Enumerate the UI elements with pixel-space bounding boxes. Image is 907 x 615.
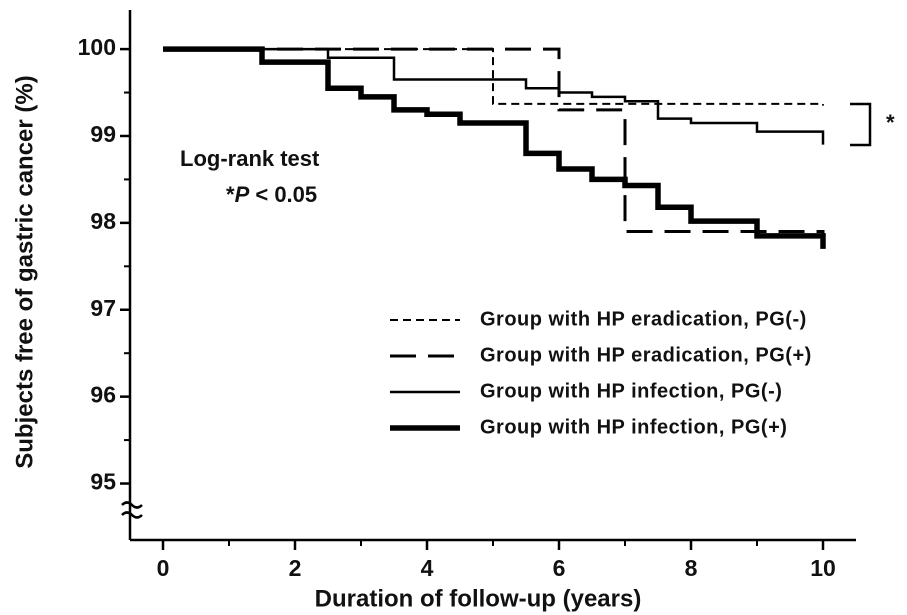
x-axis-title: Duration of follow-up (years) — [315, 585, 642, 612]
y-tick-label: 97 — [90, 295, 116, 321]
annotation: Log-rank test — [180, 146, 320, 171]
axis-break — [121, 501, 143, 519]
y-tick-label: 99 — [90, 121, 116, 147]
annotation: * — [886, 110, 895, 135]
y-tick-label: 96 — [90, 382, 116, 408]
survival-curve — [163, 48, 824, 106]
x-tick-label: 0 — [157, 555, 170, 581]
legend-label: Group with HP infection, PG(-) — [480, 380, 782, 402]
survival-curve — [163, 47, 825, 145]
legend-label: Group with HP infection, PG(+) — [480, 416, 787, 438]
x-tick-label: 8 — [685, 555, 698, 581]
x-tick-label: 2 — [289, 555, 302, 581]
annotation: *P < 0.05 — [226, 182, 317, 207]
y-tick-label: 100 — [78, 34, 116, 60]
annotation: P — [235, 182, 250, 207]
annotation: * — [226, 182, 235, 207]
significance-bracket — [850, 102, 872, 147]
y-tick-label: 95 — [90, 469, 116, 495]
y-axis-title: Subjects free of gastric cancer (%) — [11, 75, 38, 468]
x-tick-label: 6 — [553, 555, 566, 581]
annotation: < 0.05 — [249, 182, 317, 207]
x-tick-label: 4 — [421, 555, 434, 581]
survival-curve — [163, 46, 826, 249]
survival-curve — [163, 47, 825, 236]
x-tick-label: 10 — [810, 555, 836, 581]
y-tick-label: 98 — [90, 208, 116, 234]
legend-label: Group with HP eradication, PG(-) — [480, 308, 807, 330]
legend-label: Group with HP eradication, PG(+) — [480, 344, 812, 366]
